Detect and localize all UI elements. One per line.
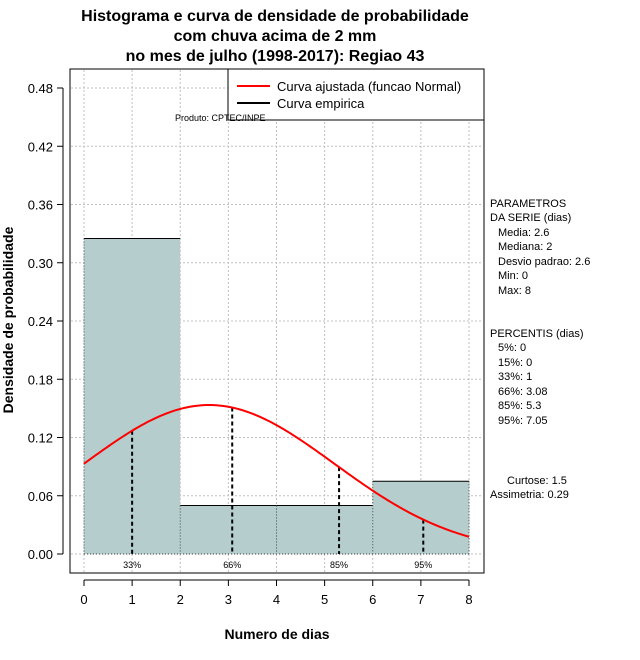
y-axis: 0.00 0.06 0.12 0.18 0.24 0.30 0.36 0.42 0.48: [28, 81, 64, 562]
x-tick-label-6: 6: [369, 592, 376, 607]
legend: Curva ajustada (funcao Normal) Curva emp…: [227, 68, 485, 121]
chart-title-line-1: Histograma e curva de densidade de proba…: [81, 8, 469, 25]
y-tick-label-3: 0.18: [28, 372, 53, 387]
percentiles-list: PERCENTIS (dias) 5%: 0 15%: 0 33%: 1 66%…: [490, 328, 584, 427]
percentile-markers: 33% 66% 85% 95%: [123, 407, 432, 570]
legend-normal-label: Curva ajustada (funcao Normal): [277, 79, 461, 94]
y-tick-label-7: 0.42: [28, 139, 53, 154]
percentil-33: 33%: 1: [498, 371, 532, 383]
y-tick-label-0: 0.00: [28, 547, 53, 562]
y-axis-label: Densidade de probabilidade: [0, 226, 16, 413]
percentile-label-2: 85%: [330, 560, 348, 570]
percentil-5: 5%: 0: [498, 342, 526, 354]
chart-title-line-2: com chuva acima de 2 mm: [174, 28, 377, 45]
y-tick-label-4: 0.24: [28, 314, 53, 329]
percentil-66: 66%: 3.08: [498, 386, 548, 398]
normal-curve-line: [83, 404, 470, 538]
parametro-max: Max: 8: [498, 285, 531, 297]
y-tick-label-2: 0.12: [28, 431, 53, 446]
y-tick-label-8: 0.48: [28, 81, 53, 96]
parametros-header-2: DA SERIE (dias): [490, 212, 571, 224]
x-tick-label-0: 0: [80, 592, 87, 607]
legend-empirical-label: Curva empirica: [277, 96, 365, 111]
x-tick-label-3: 3: [225, 592, 232, 607]
chart-title: Histograma e curva de densidade de proba…: [81, 8, 469, 65]
y-tick-label-6: 0.36: [28, 198, 53, 213]
chart-title-line-3: no mes de julho (1998-2017): Regiao 43: [126, 48, 425, 65]
percentile-label-1: 66%: [223, 560, 241, 570]
parametros-header-1: PARAMETROS: [490, 198, 566, 210]
product-credit: Produto: CPTEC/INPE: [175, 113, 266, 123]
histogram-bars: [83, 237, 470, 555]
parametro-media: Media: 2.6: [498, 227, 549, 239]
x-tick-label-2: 2: [177, 592, 184, 607]
histogram-bar-2: [276, 505, 373, 554]
x-tick-label-4: 4: [273, 592, 280, 607]
x-tick-label-1: 1: [129, 592, 136, 607]
x-axis-label: Numero de dias: [224, 626, 329, 642]
legend-box: [227, 68, 485, 121]
x-tick-label-8: 8: [465, 592, 472, 607]
histogram-bar-1: [180, 505, 277, 554]
x-axis: 0 1 2 3 4 5 6 7 8: [80, 579, 473, 607]
assimetria: Assimetria: 0.29: [490, 489, 569, 501]
percentil-85: 85%: 5.3: [498, 400, 541, 412]
parametro-min: Min: 0: [498, 270, 528, 282]
percentile-label-3: 95%: [414, 560, 432, 570]
histogram-bar-0: [84, 238, 181, 554]
percentil-95: 95%: 7.05: [498, 415, 548, 427]
shape-statistics: Curtose: 1.5 Assimetria: 0.29: [490, 475, 569, 501]
curtose: Curtose: 1.5: [507, 475, 567, 487]
y-tick-label-1: 0.06: [28, 489, 53, 504]
percentil-15: 15%: 0: [498, 357, 532, 369]
percentile-label-0: 33%: [123, 560, 141, 570]
parametro-mediana: Mediana: 2: [498, 241, 552, 253]
percentis-header: PERCENTIS (dias): [490, 328, 584, 340]
y-tick-label-5: 0.30: [28, 256, 53, 271]
series-parameters: PARAMETROS DA SERIE (dias) Media: 2.6 Me…: [490, 198, 590, 297]
x-tick-label-5: 5: [321, 592, 328, 607]
x-tick-label-7: 7: [417, 592, 424, 607]
parametro-desvio: Desvio padrao: 2.6: [498, 256, 590, 268]
